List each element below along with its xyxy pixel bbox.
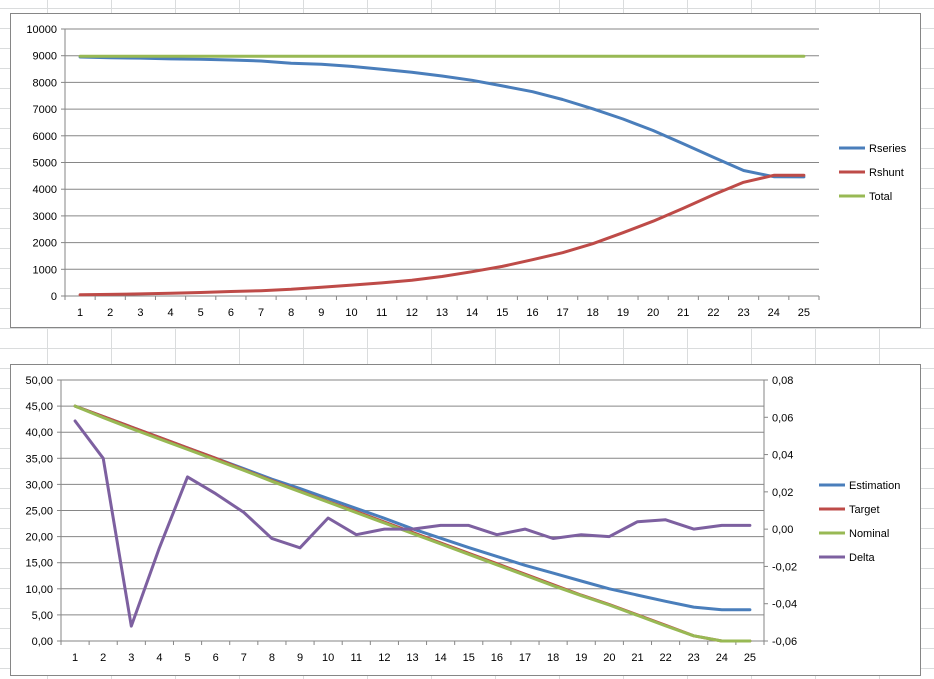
chart1-x-tick-label: 23	[737, 307, 749, 319]
chart1-x-tick-label: 15	[496, 307, 508, 319]
chart-resistance: 0 1000 2000 3000 4000 5000 6000 7000 8000 9000 100…	[10, 13, 921, 328]
chart2-x-tick-label: 3	[128, 652, 134, 664]
chart1-y-tick-label: 9000	[33, 51, 57, 63]
chart2-y-tick-label: 40,00	[25, 427, 53, 439]
chart2-x-tick-label: 9	[297, 652, 303, 664]
chart2-x-tick-label: 16	[491, 652, 503, 664]
chart1-legend-rseries-label: Rseries	[869, 143, 907, 155]
chart2-x-tick-label: 14	[434, 652, 446, 664]
chart2-x-tick-label: 18	[547, 652, 559, 664]
chart1-x-tick-label: 1	[77, 307, 83, 319]
chart2-y-tick-label: 20,00	[25, 532, 53, 544]
chart1-x-tick-label: 14	[466, 307, 478, 319]
chart2-y2-tick-label: 0,02	[772, 487, 793, 499]
chart1-x-tick-label: 9	[318, 307, 324, 319]
chart2-legend-delta-label: Delta	[849, 552, 876, 564]
chart1-x-tick-label: 18	[587, 307, 599, 319]
chart1-x-tick-label: 3	[137, 307, 143, 319]
chart-estimation-canvas: 0,005,0010,0015,0020,0025,0030,0035,0040…	[25, 375, 900, 664]
chart2-y-tick-label: 50,00	[25, 375, 53, 387]
chart2-x-tick-label: 22	[659, 652, 671, 664]
chart2-y-tick-label: 10,00	[25, 584, 53, 596]
chart2-y2-tick-label: 0,00	[772, 524, 793, 536]
chart2-series-delta-line	[73, 419, 752, 628]
chart2-y-tick-label: 45,00	[25, 401, 53, 413]
chart1-y-tick-label: 10000	[26, 24, 57, 36]
chart2-x-tick-label: 17	[519, 652, 531, 664]
chart2-y2-tick-label: 0,04	[772, 450, 793, 462]
chart1-y-tick-label: 5000	[33, 158, 57, 170]
chart1-x-tick-label: 19	[617, 307, 629, 319]
chart1-x-tick-label: 21	[677, 307, 689, 319]
chart1-x-tick-label: 24	[768, 307, 780, 319]
chart1-y-tick-label: 2000	[33, 238, 57, 250]
chart2-y-tick-label: 5,00	[32, 610, 53, 622]
chart2-y-tick-label: 30,00	[25, 479, 53, 491]
chart1-legend-rshunt-label: Rshunt	[869, 167, 904, 179]
chart2-series-target-line	[73, 404, 752, 643]
chart1-y-tick-label: 4000	[33, 184, 57, 196]
chart2-y2-tick-label: 0,08	[772, 375, 793, 387]
chart1-x-tick-label: 11	[376, 307, 387, 319]
chart1-x-tick-label: 13	[436, 307, 448, 319]
chart1-y-tick-label: 3000	[33, 211, 57, 223]
chart1-y-tick-label: 7000	[33, 104, 57, 116]
chart2-x-tick-label: 12	[378, 652, 390, 664]
chart1-x-tick-label: 10	[345, 307, 357, 319]
chart-resistance-canvas: 0 1000 2000 3000 4000 5000 6000 7000 8000 9000 100…	[26, 24, 907, 319]
chart1-y-tick-label: 6000	[33, 131, 57, 143]
chart2-x-tick-label: 25	[744, 652, 756, 664]
chart2-y-tick-label: 35,00	[25, 453, 53, 465]
chart1-legend-total-label: Total	[869, 191, 892, 203]
chart1-x-tick-label: 8	[288, 307, 294, 319]
chart-estimation: 0,00 5,00 10,00 15,00 20,00 25,00 30,00 35,00 40…	[10, 364, 921, 676]
chart2-x-tick-label: 13	[406, 652, 418, 664]
chart1-x-tick-label: 4	[167, 307, 173, 319]
chart2-legend-estimation-label: Estimation	[849, 480, 900, 492]
chart2-x-tick-label: 6	[213, 652, 219, 664]
chart1-x-tick-label: 20	[647, 307, 659, 319]
chart2-x-tick-label: 24	[716, 652, 728, 664]
chart1-x-tick-label: 17	[557, 307, 569, 319]
chart1-series-rshunt-line	[78, 173, 806, 297]
chart2-y2-tick-label: -0,02	[772, 561, 797, 573]
chart2-x-tick-label: 19	[575, 652, 587, 664]
chart1-x-tick-label: 12	[406, 307, 418, 319]
chart1-x-tick-label: 5	[198, 307, 204, 319]
chart2-x-tick-label: 20	[603, 652, 615, 664]
chart2-x-tick-label: 4	[156, 652, 162, 664]
chart2-legend-target-label: Target	[849, 504, 880, 516]
chart2-x-tick-label: 8	[269, 652, 275, 664]
chart1-series-rseries-line	[78, 55, 806, 179]
chart1-x-tick-label: 25	[798, 307, 810, 319]
chart2-x-tick-label: 11	[351, 652, 362, 664]
chart2-x-tick-label: 21	[631, 652, 643, 664]
chart2-y2-tick-label: -0,04	[772, 599, 797, 611]
chart1-y-tick-label: 0	[51, 291, 57, 303]
chart1-x-tick-label: 22	[707, 307, 719, 319]
chart2-x-tick-label: 10	[322, 652, 334, 664]
chart1-x-tick-label: 2	[107, 307, 113, 319]
chart2-x-tick-label: 23	[688, 652, 700, 664]
chart1-y-tick-label: 1000	[33, 264, 57, 276]
chart2-x-tick-label: 5	[184, 652, 190, 664]
chart2-y-tick-label: 0,00	[32, 636, 53, 648]
chart1-y-tick-label: 8000	[33, 77, 57, 89]
chart1-x-tick-label: 7	[258, 307, 264, 319]
chart2-y2-tick-label: 0,06	[772, 412, 793, 424]
chart2-series-nominal-line	[73, 404, 752, 643]
chart1-x-tick-label: 6	[228, 307, 234, 319]
chart2-y2-tick-label: -0,06	[772, 636, 797, 648]
chart2-x-tick-label: 1	[72, 652, 78, 664]
chart2-legend-nominal-label: Nominal	[849, 528, 889, 540]
chart2-y-tick-label: 25,00	[25, 506, 53, 518]
chart1-x-tick-label: 16	[526, 307, 538, 319]
chart2-x-tick-label: 7	[241, 652, 247, 664]
chart2-x-tick-label: 15	[463, 652, 475, 664]
chart2-y-tick-label: 15,00	[25, 558, 53, 570]
chart2-x-tick-label: 2	[100, 652, 106, 664]
